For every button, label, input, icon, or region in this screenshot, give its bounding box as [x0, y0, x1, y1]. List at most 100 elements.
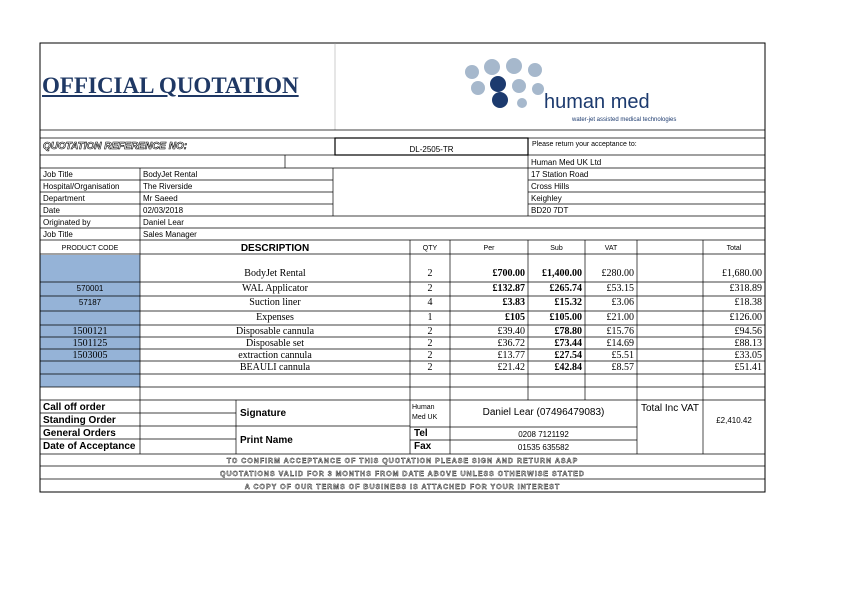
cell: 2: [427, 283, 433, 294]
cell: 57187: [78, 298, 102, 307]
cell: £33.05: [734, 350, 763, 361]
tel-label: Tel: [414, 428, 428, 439]
print-name-label: Print Name: [240, 435, 293, 446]
note: TO CONFIRM ACCEPTANCE OF THIS QUOTATION …: [226, 458, 579, 465]
customer-value: The Riverside: [143, 182, 193, 191]
cell: 2: [427, 326, 433, 337]
column-header: QTY: [422, 245, 438, 252]
cell: £39.40: [497, 326, 526, 337]
column-header: PRODUCT CODE: [61, 245, 119, 252]
fax: 01535 635582: [517, 443, 570, 452]
tel: 0208 7121192: [518, 430, 569, 439]
cell: £94.56: [734, 326, 763, 337]
customer-label: Date: [43, 206, 60, 215]
address-line: Keighley: [531, 194, 562, 203]
cell: £132.87: [492, 283, 526, 294]
column-header: Per: [483, 245, 495, 252]
fax-label: Fax: [414, 441, 432, 452]
cell: £42.84: [554, 362, 583, 373]
address-line: 17 Station Road: [531, 170, 589, 179]
order-type: Standing Order: [43, 415, 116, 426]
cell: £5.51: [611, 350, 635, 361]
cell: £73.44: [554, 338, 583, 349]
total-label: Total Inc VAT: [641, 403, 699, 414]
ref-label: QUOTATION REFERENCE NO:: [43, 141, 188, 153]
cell: 2: [427, 362, 433, 373]
logo-text: human med: [544, 91, 650, 113]
customer-value: Sales Manager: [143, 230, 197, 239]
cell: £15.32: [554, 297, 583, 308]
order-type: General Orders: [43, 428, 116, 439]
address-line: Human Med UK Ltd: [531, 158, 602, 167]
order-type: Date of Acceptance: [43, 441, 136, 452]
cell: 1: [427, 312, 433, 323]
outer-border: [39, 42, 766, 493]
customer-label: Job Title: [43, 170, 73, 179]
cell: Disposable cannula: [235, 326, 315, 337]
note: QUOTATIONS VALID FOR 3 MONTHS FROM DATE …: [220, 471, 585, 478]
column-header: VAT: [604, 245, 618, 252]
cell: Expenses: [256, 312, 294, 323]
cell: £1,400.00: [542, 268, 582, 279]
cell: £265.74: [549, 283, 583, 294]
cell: extraction cannula: [238, 350, 312, 361]
cell: 570001: [76, 284, 104, 293]
cell: £3.83: [502, 297, 526, 308]
cell: 2: [427, 338, 433, 349]
grand-total: £2,410.42: [716, 416, 752, 425]
cell: BEAULI cannula: [239, 362, 311, 373]
cell: £21.00: [606, 312, 635, 323]
cell: BodyJet Rental: [244, 268, 306, 279]
cell: £36.72: [497, 338, 526, 349]
company: Human Med UK: [412, 404, 438, 421]
note: A COPY OF OUR TERMS OF BUSINESS IS ATTAC…: [244, 484, 561, 491]
customer-label: Job Title: [43, 230, 73, 239]
customer-value: Mr Saeed: [143, 194, 178, 203]
cell: £21.42: [497, 362, 526, 373]
customer-value: BodyJet Rental: [143, 170, 198, 179]
tagline: water-jet assisted medical technologies: [572, 117, 677, 123]
logo-dots: [465, 58, 544, 108]
customer-value: 02/03/2018: [143, 206, 184, 215]
cell: £1,680.00: [722, 268, 762, 279]
cell: £280.00: [601, 268, 635, 279]
title: OFFICIAL QUOTATION: [42, 73, 299, 98]
cell: £126.00: [729, 312, 763, 323]
cell: 1501125: [72, 338, 108, 349]
cell: £27.54: [554, 350, 583, 361]
cell: £14.69: [606, 338, 635, 349]
column-header: Total: [726, 245, 742, 252]
cell: £3.06: [611, 297, 635, 308]
cell: 1503005: [72, 350, 108, 361]
cell: £105: [505, 312, 525, 323]
cell: £53.15: [606, 283, 635, 294]
column-header: Sub: [550, 245, 563, 252]
address-line: BD20 7DT: [531, 206, 569, 215]
cell: £105.00: [549, 312, 583, 323]
cell: £78.80: [554, 326, 583, 337]
cell: £700.00: [492, 268, 526, 279]
cell: £318.89: [729, 283, 763, 294]
order-type: Call off order: [43, 402, 106, 413]
customer-label: Hospital/Organisation: [43, 182, 120, 191]
cell: 1500121: [72, 326, 108, 337]
cell: 2: [427, 268, 433, 279]
cell: £13.77: [497, 350, 526, 361]
cell: 4: [427, 297, 433, 308]
cell: £18.38: [734, 297, 763, 308]
address-line: Cross Hills: [531, 182, 570, 191]
cell: WAL Applicator: [241, 283, 308, 294]
customer-label: Department: [43, 194, 85, 203]
cell: £51.41: [734, 362, 763, 373]
customer-value: Daniel Lear: [143, 218, 184, 227]
cell: £88.13: [734, 338, 763, 349]
code-shading: [40, 255, 140, 387]
return-label: Please return your acceptance to:: [532, 141, 637, 148]
customer-label: Originated by: [43, 218, 91, 227]
contact: Daniel Lear (07496479083): [482, 407, 605, 418]
column-header: DESCRIPTION: [240, 243, 310, 254]
cell: £15.76: [606, 326, 635, 337]
cell: £8.57: [611, 362, 635, 373]
